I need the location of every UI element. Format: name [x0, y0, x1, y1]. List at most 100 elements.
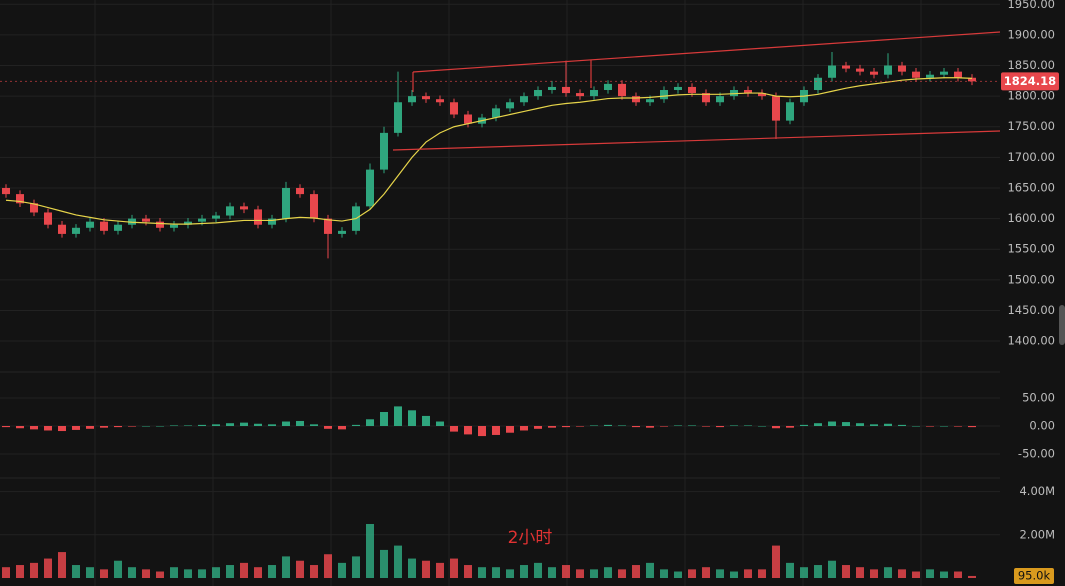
candle-body — [408, 96, 416, 103]
macd-bar — [604, 424, 612, 426]
ma-line — [5, 77, 973, 225]
candle-body — [954, 71, 962, 78]
candle-body — [100, 221, 108, 231]
macd-bar — [464, 426, 472, 435]
candle-body — [730, 90, 738, 97]
macd-bar — [142, 426, 150, 427]
volume-bar — [366, 524, 374, 578]
y-tick-label: 1800.00 — [1007, 89, 1055, 103]
candle-body — [58, 224, 66, 234]
macd-bar — [842, 422, 850, 426]
candle-body — [310, 194, 318, 219]
macd-bar — [520, 426, 528, 431]
candle-body — [30, 203, 38, 213]
macd-bar — [492, 426, 500, 435]
volume-bar — [534, 562, 542, 578]
volume-bar — [492, 567, 500, 578]
candle-body — [940, 71, 948, 75]
y-tick-label: -50.00 — [1018, 447, 1055, 461]
volume-bar — [408, 558, 416, 578]
candle-body — [268, 218, 276, 225]
volume-bar — [674, 571, 682, 578]
volume-bar — [226, 565, 234, 578]
volume-bar — [338, 562, 346, 578]
trend-channel — [392, 31, 1001, 151]
candle-body — [282, 187, 290, 219]
candle-body — [240, 206, 248, 210]
y-tick-label: 1850.00 — [1007, 58, 1055, 72]
volume-bar — [324, 554, 332, 578]
volume-bar — [814, 565, 822, 578]
volume-bar — [926, 569, 934, 578]
macd-bar — [730, 425, 738, 426]
volume-bar — [716, 569, 724, 578]
candle-body — [464, 114, 472, 124]
macd-bar — [212, 424, 220, 426]
candle-body — [44, 212, 52, 225]
volume-bar — [898, 569, 906, 578]
candle-body — [660, 90, 668, 100]
candle-body — [772, 96, 780, 121]
volume-bar — [30, 562, 38, 578]
macd-bar — [394, 406, 402, 426]
candle-body — [450, 102, 458, 115]
volume-bar — [394, 545, 402, 578]
volume-bar — [940, 571, 948, 578]
y-tick-label: 1550.00 — [1007, 242, 1055, 256]
volume-bar — [16, 565, 24, 578]
volume-bar — [576, 569, 584, 578]
candle-body — [506, 102, 514, 109]
volume-bar — [548, 567, 556, 578]
y-tick-label: 0.00 — [1029, 419, 1055, 433]
macd-bar — [884, 423, 892, 426]
macd-bar — [618, 425, 626, 426]
volume-bar — [618, 569, 626, 578]
candle-body — [184, 221, 192, 225]
candle-body — [968, 77, 976, 82]
volume-bar — [842, 565, 850, 578]
y-tick-label: 1650.00 — [1007, 180, 1055, 194]
candle-body — [86, 221, 94, 228]
macd-bar — [702, 426, 710, 427]
trend-line — [392, 130, 1001, 151]
macd-bar — [282, 421, 290, 426]
candle-body — [296, 187, 304, 195]
volume-bar — [744, 569, 752, 578]
candle-body — [688, 86, 696, 94]
macd-bar — [632, 426, 640, 428]
macd-bar — [338, 426, 346, 430]
volume-bar — [856, 567, 864, 578]
volume-bar — [870, 569, 878, 578]
volume-bar — [436, 562, 444, 578]
macd-bar — [156, 426, 164, 427]
annotation: 2小时 — [508, 528, 553, 548]
volume-bar — [632, 565, 640, 578]
volume-bar — [660, 569, 668, 578]
macd-bar — [548, 426, 556, 428]
candle-body — [324, 218, 332, 234]
scrollbar[interactable] — [1059, 305, 1065, 345]
macd-bar — [366, 419, 374, 426]
candle-body — [156, 221, 164, 228]
macd-bar — [352, 424, 360, 426]
volume-bar — [772, 545, 780, 578]
last-volume-label: 95.0k — [1018, 568, 1051, 582]
volume-bar — [786, 562, 794, 578]
macd-bar — [758, 426, 766, 427]
candle-body — [912, 71, 920, 78]
macd-bar — [506, 426, 514, 433]
candle-body — [422, 96, 430, 100]
macd-bar — [450, 426, 458, 432]
y-tick-label: 1950.00 — [1007, 0, 1055, 11]
macd-bar — [170, 425, 178, 426]
volume-bar — [590, 569, 598, 578]
macd-bar — [72, 426, 80, 430]
y-tick-label: 4.00M — [1019, 484, 1055, 498]
macd-bar — [968, 426, 976, 428]
volume-bar — [352, 556, 360, 578]
macd-bar — [58, 426, 66, 432]
volume-bar — [296, 560, 304, 578]
volume-bar — [184, 569, 192, 578]
